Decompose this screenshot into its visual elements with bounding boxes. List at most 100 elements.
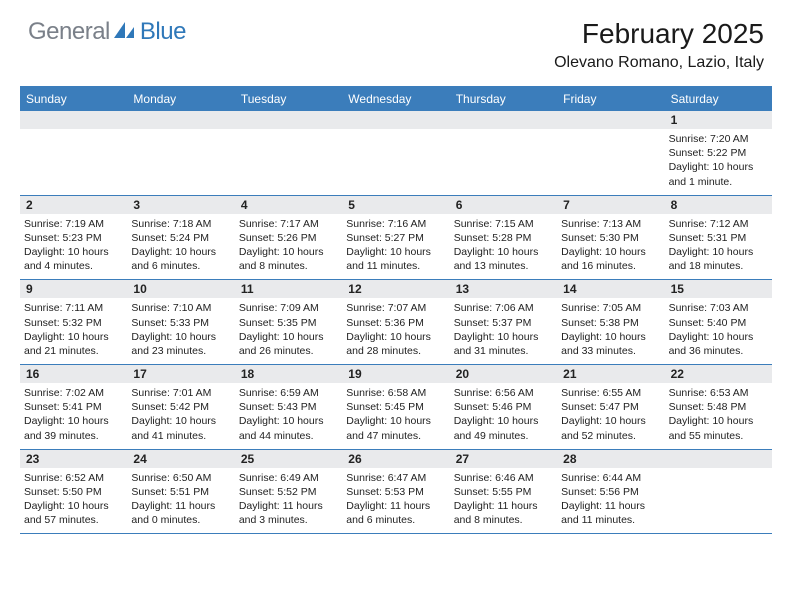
day-number: 23	[20, 450, 127, 468]
sunset-text: Sunset: 5:52 PM	[239, 485, 338, 499]
day-number: 17	[127, 365, 234, 383]
location: Olevano Romano, Lazio, Italy	[554, 54, 764, 72]
day-cell	[342, 111, 449, 195]
calendar: Sunday Monday Tuesday Wednesday Thursday…	[20, 86, 772, 534]
day-number: 26	[342, 450, 449, 468]
day-number: 6	[450, 196, 557, 214]
daylight-text: Daylight: 10 hours and 31 minutes.	[454, 330, 553, 358]
sunset-text: Sunset: 5:27 PM	[346, 231, 445, 245]
day-cell	[235, 111, 342, 195]
day-number: 22	[665, 365, 772, 383]
sunset-text: Sunset: 5:31 PM	[669, 231, 768, 245]
sunrise-text: Sunrise: 7:10 AM	[131, 301, 230, 315]
daylight-text: Daylight: 11 hours and 0 minutes.	[131, 499, 230, 527]
dow-thursday: Thursday	[450, 88, 557, 111]
day-number: 24	[127, 450, 234, 468]
day-number	[20, 111, 127, 129]
daylight-text: Daylight: 10 hours and 41 minutes.	[131, 414, 230, 442]
sunset-text: Sunset: 5:26 PM	[239, 231, 338, 245]
dow-sunday: Sunday	[20, 88, 127, 111]
daylight-text: Daylight: 10 hours and 39 minutes.	[24, 414, 123, 442]
daylight-text: Daylight: 11 hours and 6 minutes.	[346, 499, 445, 527]
daylight-text: Daylight: 10 hours and 52 minutes.	[561, 414, 660, 442]
day-cell: 27Sunrise: 6:46 AMSunset: 5:55 PMDayligh…	[450, 450, 557, 534]
sunset-text: Sunset: 5:45 PM	[346, 400, 445, 414]
sunset-text: Sunset: 5:47 PM	[561, 400, 660, 414]
sunset-text: Sunset: 5:46 PM	[454, 400, 553, 414]
day-number: 8	[665, 196, 772, 214]
day-cell: 26Sunrise: 6:47 AMSunset: 5:53 PMDayligh…	[342, 450, 449, 534]
sunset-text: Sunset: 5:24 PM	[131, 231, 230, 245]
day-number: 16	[20, 365, 127, 383]
day-number: 21	[557, 365, 664, 383]
sunrise-text: Sunrise: 6:53 AM	[669, 386, 768, 400]
daylight-text: Daylight: 10 hours and 47 minutes.	[346, 414, 445, 442]
sunset-text: Sunset: 5:23 PM	[24, 231, 123, 245]
day-number: 15	[665, 280, 772, 298]
day-cell: 18Sunrise: 6:59 AMSunset: 5:43 PMDayligh…	[235, 365, 342, 449]
sunset-text: Sunset: 5:37 PM	[454, 316, 553, 330]
day-cell: 5Sunrise: 7:16 AMSunset: 5:27 PMDaylight…	[342, 196, 449, 280]
sunrise-text: Sunrise: 7:15 AM	[454, 217, 553, 231]
day-number: 11	[235, 280, 342, 298]
sunset-text: Sunset: 5:32 PM	[24, 316, 123, 330]
daylight-text: Daylight: 10 hours and 13 minutes.	[454, 245, 553, 273]
daylight-text: Daylight: 11 hours and 8 minutes.	[454, 499, 553, 527]
day-cell: 1Sunrise: 7:20 AMSunset: 5:22 PMDaylight…	[665, 111, 772, 195]
day-cell: 12Sunrise: 7:07 AMSunset: 5:36 PMDayligh…	[342, 280, 449, 364]
logo-text-blue: Blue	[140, 18, 186, 46]
day-cell: 9Sunrise: 7:11 AMSunset: 5:32 PMDaylight…	[20, 280, 127, 364]
daylight-text: Daylight: 10 hours and 4 minutes.	[24, 245, 123, 273]
daylight-text: Daylight: 10 hours and 36 minutes.	[669, 330, 768, 358]
logo: General Blue	[28, 18, 186, 46]
daylight-text: Daylight: 10 hours and 57 minutes.	[24, 499, 123, 527]
day-cell	[665, 450, 772, 534]
daylight-text: Daylight: 10 hours and 11 minutes.	[346, 245, 445, 273]
day-number: 12	[342, 280, 449, 298]
days-of-week-row: Sunday Monday Tuesday Wednesday Thursday…	[20, 88, 772, 111]
day-number	[557, 111, 664, 129]
day-number	[127, 111, 234, 129]
day-cell: 10Sunrise: 7:10 AMSunset: 5:33 PMDayligh…	[127, 280, 234, 364]
day-number: 14	[557, 280, 664, 298]
day-cell: 20Sunrise: 6:56 AMSunset: 5:46 PMDayligh…	[450, 365, 557, 449]
header: General Blue February 2025 Olevano Roman…	[0, 0, 792, 78]
sunrise-text: Sunrise: 6:44 AM	[561, 471, 660, 485]
month-title: February 2025	[554, 18, 764, 50]
day-cell: 23Sunrise: 6:52 AMSunset: 5:50 PMDayligh…	[20, 450, 127, 534]
day-cell: 8Sunrise: 7:12 AMSunset: 5:31 PMDaylight…	[665, 196, 772, 280]
dow-tuesday: Tuesday	[235, 88, 342, 111]
day-cell	[127, 111, 234, 195]
sunrise-text: Sunrise: 7:02 AM	[24, 386, 123, 400]
sunrise-text: Sunrise: 7:17 AM	[239, 217, 338, 231]
sunset-text: Sunset: 5:33 PM	[131, 316, 230, 330]
day-number: 19	[342, 365, 449, 383]
week-row: 1Sunrise: 7:20 AMSunset: 5:22 PMDaylight…	[20, 111, 772, 196]
day-cell	[20, 111, 127, 195]
sunset-text: Sunset: 5:30 PM	[561, 231, 660, 245]
sunset-text: Sunset: 5:55 PM	[454, 485, 553, 499]
sunrise-text: Sunrise: 6:47 AM	[346, 471, 445, 485]
day-cell: 24Sunrise: 6:50 AMSunset: 5:51 PMDayligh…	[127, 450, 234, 534]
day-cell: 14Sunrise: 7:05 AMSunset: 5:38 PMDayligh…	[557, 280, 664, 364]
sunrise-text: Sunrise: 7:03 AM	[669, 301, 768, 315]
day-number: 13	[450, 280, 557, 298]
day-cell	[557, 111, 664, 195]
daylight-text: Daylight: 11 hours and 11 minutes.	[561, 499, 660, 527]
sunrise-text: Sunrise: 7:16 AM	[346, 217, 445, 231]
sunrise-text: Sunrise: 7:12 AM	[669, 217, 768, 231]
sunset-text: Sunset: 5:56 PM	[561, 485, 660, 499]
sunrise-text: Sunrise: 6:52 AM	[24, 471, 123, 485]
day-number: 7	[557, 196, 664, 214]
sunset-text: Sunset: 5:28 PM	[454, 231, 553, 245]
sunrise-text: Sunrise: 6:58 AM	[346, 386, 445, 400]
week-row: 16Sunrise: 7:02 AMSunset: 5:41 PMDayligh…	[20, 365, 772, 450]
sunset-text: Sunset: 5:35 PM	[239, 316, 338, 330]
sunrise-text: Sunrise: 7:06 AM	[454, 301, 553, 315]
sunset-text: Sunset: 5:41 PM	[24, 400, 123, 414]
day-number: 1	[665, 111, 772, 129]
sunrise-text: Sunrise: 7:18 AM	[131, 217, 230, 231]
sunset-text: Sunset: 5:42 PM	[131, 400, 230, 414]
week-row: 2Sunrise: 7:19 AMSunset: 5:23 PMDaylight…	[20, 196, 772, 281]
sunrise-text: Sunrise: 6:55 AM	[561, 386, 660, 400]
